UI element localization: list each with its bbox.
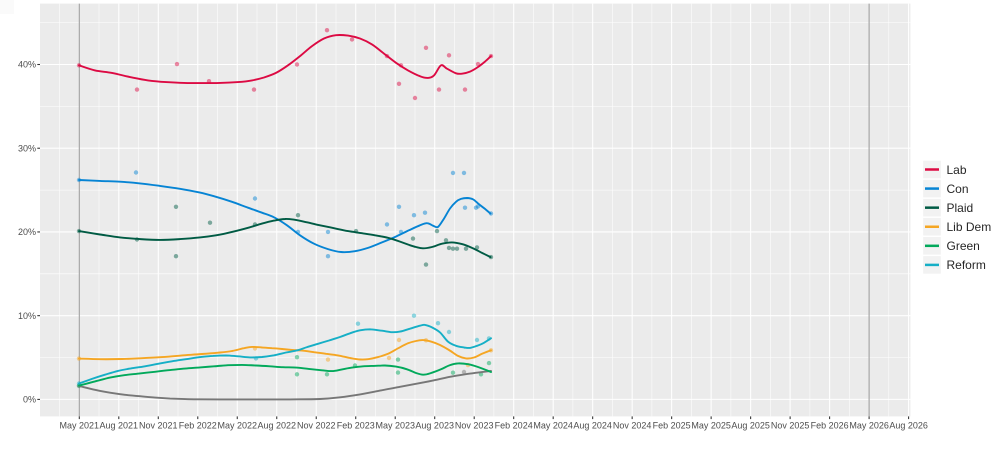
svg-text:20%: 20% [18,227,36,237]
svg-text:Feb 2026: Feb 2026 [811,420,849,430]
svg-text:May 2022: May 2022 [217,420,257,430]
svg-text:Nov 2021: Nov 2021 [139,420,178,430]
svg-text:30%: 30% [18,143,36,153]
svg-text:Aug 2025: Aug 2025 [731,420,770,430]
svg-text:Nov 2025: Nov 2025 [771,420,810,430]
svg-text:May 2021: May 2021 [60,420,100,430]
svg-text:Aug 2026: Aug 2026 [889,420,928,430]
svg-text:0%: 0% [23,395,36,405]
svg-text:Green: Green [947,239,980,253]
svg-text:May 2025: May 2025 [691,420,731,430]
svg-text:10%: 10% [18,311,36,321]
svg-text:Reform: Reform [947,258,986,272]
svg-text:Lib Dem: Lib Dem [947,220,992,234]
svg-text:Feb 2023: Feb 2023 [337,420,375,430]
svg-text:Nov 2023: Nov 2023 [455,420,494,430]
svg-text:Con: Con [947,182,969,196]
svg-text:Aug 2021: Aug 2021 [100,420,139,430]
svg-text:Plaid: Plaid [947,201,974,215]
svg-text:Feb 2024: Feb 2024 [495,420,533,430]
svg-text:May 2024: May 2024 [533,420,573,430]
svg-text:Feb 2025: Feb 2025 [653,420,691,430]
svg-text:Nov 2024: Nov 2024 [613,420,652,430]
svg-text:Nov 2022: Nov 2022 [297,420,336,430]
svg-text:Aug 2022: Aug 2022 [257,420,296,430]
svg-text:Aug 2024: Aug 2024 [573,420,612,430]
svg-text:Aug 2023: Aug 2023 [415,420,454,430]
svg-text:40%: 40% [18,60,36,70]
svg-text:Feb 2022: Feb 2022 [179,420,217,430]
svg-text:May 2023: May 2023 [375,420,415,430]
svg-text:Lab: Lab [947,163,967,177]
svg-text:May 2026: May 2026 [849,420,889,430]
